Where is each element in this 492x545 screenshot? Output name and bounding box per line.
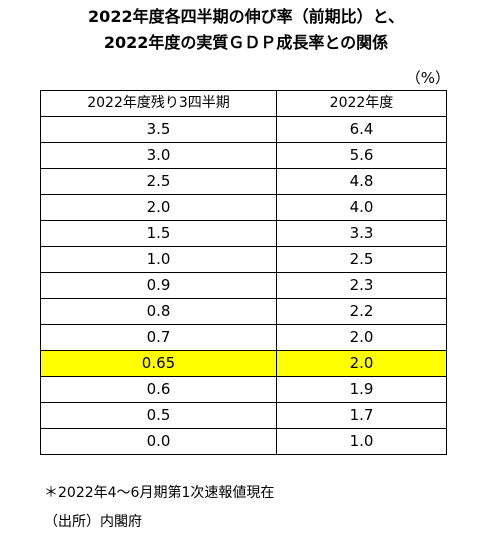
table-row: 3.5 6.4 bbox=[40, 116, 447, 143]
table-row: 1.5 3.3 bbox=[40, 220, 447, 247]
table-row: 2.0 4.0 bbox=[40, 194, 447, 221]
table-row: 0.65 2.0 bbox=[40, 350, 447, 377]
table-body: 3.5 6.4 3.0 5.6 2.5 4.8 2.0 4.0 1.5 3.3 1.0 2.5 0.9 2… bbox=[40, 116, 447, 455]
cell-fiscal-year-growth: 3.3 bbox=[276, 220, 447, 247]
cell-remaining-quarters-rate: 2.0 bbox=[40, 194, 277, 221]
cell-remaining-quarters-rate: 1.5 bbox=[40, 220, 277, 247]
cell-remaining-quarters-rate: 0.7 bbox=[40, 324, 277, 351]
footnote: ＊2022年4～6月期第1次速報値現在 bbox=[44, 485, 275, 501]
cell-fiscal-year-growth: 5.6 bbox=[276, 142, 447, 169]
table-row: 0.0 1.0 bbox=[40, 428, 447, 455]
table-row: 0.5 1.7 bbox=[40, 402, 447, 429]
cell-remaining-quarters-rate: 1.0 bbox=[40, 246, 277, 273]
cell-fiscal-year-growth: 2.0 bbox=[276, 350, 447, 377]
table-header-row: 2022年度残り3四半期 2022年度 bbox=[40, 90, 447, 117]
table-row: 0.9 2.3 bbox=[40, 272, 447, 299]
cell-fiscal-year-growth: 2.0 bbox=[276, 324, 447, 351]
cell-remaining-quarters-rate: 3.0 bbox=[40, 142, 277, 169]
table-row: 0.8 2.2 bbox=[40, 298, 447, 325]
cell-fiscal-year-growth: 2.5 bbox=[276, 246, 447, 273]
table-row: 0.7 2.0 bbox=[40, 324, 447, 351]
table-row: 0.6 1.9 bbox=[40, 376, 447, 403]
title-line-1: 2022年度各四半期の伸び率（前期比）と、 bbox=[88, 7, 404, 26]
cell-fiscal-year-growth: 6.4 bbox=[276, 116, 447, 143]
header-fiscal-year: 2022年度 bbox=[276, 90, 447, 117]
cell-remaining-quarters-rate: 0.5 bbox=[40, 402, 277, 429]
table-row: 3.0 5.6 bbox=[40, 142, 447, 169]
cell-fiscal-year-growth: 2.2 bbox=[276, 298, 447, 325]
cell-fiscal-year-growth: 4.0 bbox=[276, 194, 447, 221]
header-remaining-quarters: 2022年度残り3四半期 bbox=[40, 90, 277, 117]
cell-fiscal-year-growth: 4.8 bbox=[276, 168, 447, 195]
cell-fiscal-year-growth: 1.7 bbox=[276, 402, 447, 429]
source-note: （出所）内閣府 bbox=[44, 514, 142, 530]
table-row: 2.5 4.8 bbox=[40, 168, 447, 195]
unit-label: （%） bbox=[405, 69, 450, 87]
cell-remaining-quarters-rate: 0.8 bbox=[40, 298, 277, 325]
cell-remaining-quarters-rate: 0.65 bbox=[40, 350, 277, 377]
title-line-2: 2022年度の実質ＧＤＰ成長率との関係 bbox=[103, 33, 389, 52]
cell-remaining-quarters-rate: 0.6 bbox=[40, 376, 277, 403]
cell-fiscal-year-growth: 2.3 bbox=[276, 272, 447, 299]
cell-remaining-quarters-rate: 0.0 bbox=[40, 428, 277, 455]
gdp-growth-table: 2022年度残り3四半期 2022年度 3.5 6.4 3.0 5.6 2.5 4.8 2.… bbox=[40, 90, 447, 455]
table-row: 1.0 2.5 bbox=[40, 246, 447, 273]
cell-remaining-quarters-rate: 0.9 bbox=[40, 272, 277, 299]
cell-fiscal-year-growth: 1.9 bbox=[276, 376, 447, 403]
cell-fiscal-year-growth: 1.0 bbox=[276, 428, 447, 455]
cell-remaining-quarters-rate: 2.5 bbox=[40, 168, 277, 195]
cell-remaining-quarters-rate: 3.5 bbox=[40, 116, 277, 143]
